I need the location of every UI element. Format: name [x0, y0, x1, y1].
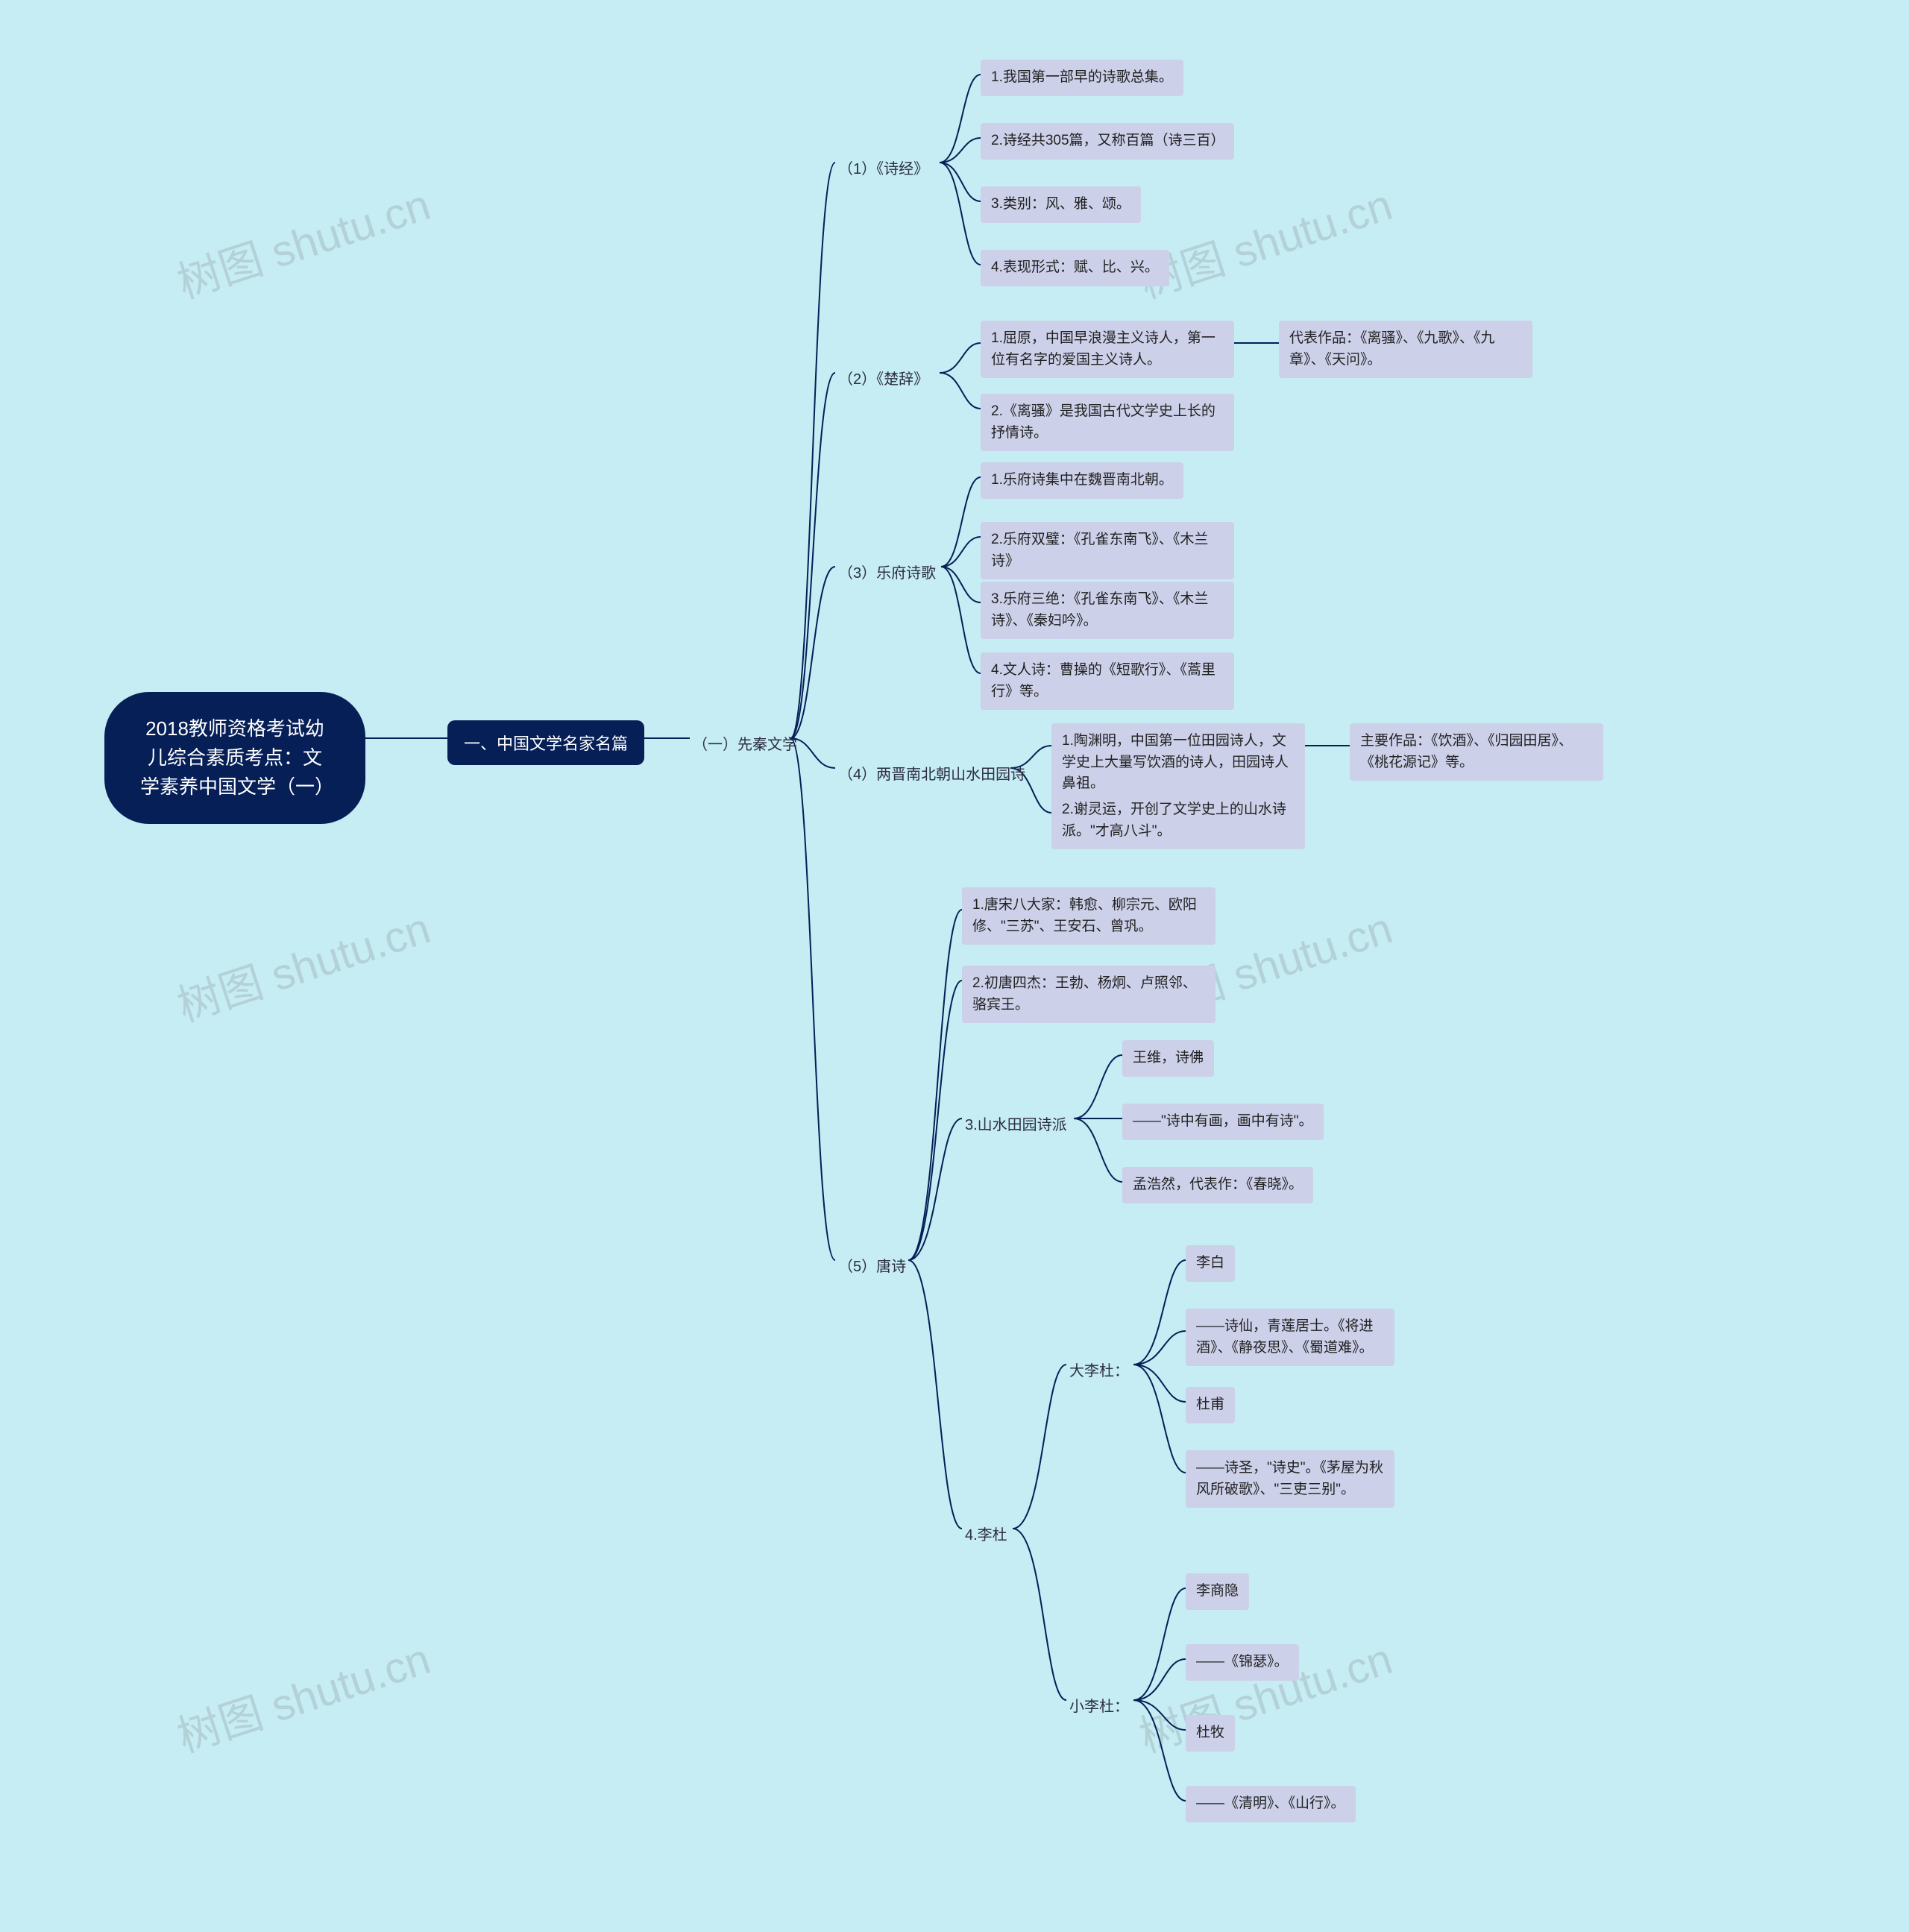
section1-item: 3.类别：风、雅、颂。 — [981, 186, 1141, 223]
watermark: 树图 shutu.cn — [169, 170, 437, 310]
section2-title: （2）《楚辞》 — [835, 362, 931, 393]
section5-sub4-title: 4.李杜 — [962, 1518, 1010, 1549]
section5-sub3-item: ——"诗中有画，画中有诗"。 — [1122, 1104, 1324, 1140]
section5-sub4-big-title: 大李杜： — [1066, 1354, 1132, 1385]
section3-item: 1.乐府诗集中在魏晋南北朝。 — [981, 462, 1183, 499]
section5-sub4-big-item: ——诗圣，"诗史"。《茅屋为秋风所破歌》、"三吏三别"。 — [1186, 1450, 1394, 1508]
section2-item: 2.《离骚》是我国古代文学史上长的抒情诗。 — [981, 394, 1234, 451]
section5-item: 2.初唐四杰：王勃、杨炯、卢照邻、骆宾王。 — [962, 966, 1215, 1023]
section5-sub3-title: 3.山水田园诗派 — [962, 1108, 1070, 1139]
section3-item: 2.乐府双璧：《孔雀东南飞》、《木兰诗》 — [981, 522, 1234, 579]
section2-item: 1.屈原，中国早浪漫主义诗人，第一位有名字的爱国主义诗人。 — [981, 321, 1234, 378]
section5-sub4-small-item: ——《清明》、《山行》。 — [1186, 1786, 1356, 1822]
watermark: 树图 shutu.cn — [169, 893, 437, 1033]
section1-item: 1.我国第一部早的诗歌总集。 — [981, 60, 1183, 96]
section1-title: （1）《诗经》 — [835, 152, 931, 183]
section4-item: 1.陶渊明，中国第一位田园诗人，文学史上大量写饮酒的诗人，田园诗人鼻祖。 — [1051, 723, 1305, 802]
section3-item: 4.文人诗：曹操的《短歌行》、《蒿里行》等。 — [981, 652, 1234, 710]
section5-sub4-big-item: 杜甫 — [1186, 1387, 1235, 1423]
connectors — [0, 0, 1909, 1932]
root-node: 2018教师资格考试幼儿综合素质考点：文学素养中国文学（一） — [104, 692, 365, 824]
section5-item: 1.唐宋八大家：韩愈、柳宗元、欧阳修、"三苏"、王安石、曾巩。 — [962, 887, 1215, 945]
section5-sub4-small-item: ——《锦瑟》。 — [1186, 1644, 1299, 1681]
section5-sub3-item: 孟浩然，代表作：《春晓》。 — [1122, 1167, 1313, 1203]
section5-sub4-small-title: 小李杜： — [1066, 1690, 1132, 1720]
section2-extra: 代表作品：《离骚》、《九歌》、《九章》、《天问》。 — [1279, 321, 1532, 378]
section5-sub4-small-item: 杜牧 — [1186, 1715, 1235, 1752]
section4-title: （4）两晋南北朝山水田园诗 — [835, 758, 1028, 788]
section5-title: （5）唐诗 — [835, 1250, 909, 1280]
watermark: 树图 shutu.cn — [1130, 170, 1399, 310]
watermark: 树图 shutu.cn — [169, 1624, 437, 1764]
section4-item: 2.谢灵运，开创了文学史上的山水诗派。"才高八斗"。 — [1051, 792, 1305, 849]
section5-sub4-big-item: 李白 — [1186, 1245, 1235, 1282]
section5-sub3-item: 王维，诗佛 — [1122, 1040, 1214, 1077]
level2-node: （一）先秦文学 — [690, 728, 800, 758]
section5-sub4-big-item: ——诗仙，青莲居士。《将进酒》、《静夜思》、《蜀道难》。 — [1186, 1309, 1394, 1366]
section1-item: 4.表现形式：赋、比、兴。 — [981, 250, 1169, 286]
level1-node: 一、中国文学名家名篇 — [447, 720, 644, 765]
section1-item: 2.诗经共305篇，又称百篇（诗三百） — [981, 123, 1234, 160]
section3-title: （3）乐府诗歌 — [835, 556, 939, 587]
section3-item: 3.乐府三绝：《孔雀东南飞》、《木兰诗》、《秦妇吟》。 — [981, 582, 1234, 639]
section4-extra: 主要作品：《饮酒》、《归园田居》、《桃花源记》等。 — [1350, 723, 1603, 781]
section5-sub4-small-item: 李商隐 — [1186, 1573, 1249, 1610]
